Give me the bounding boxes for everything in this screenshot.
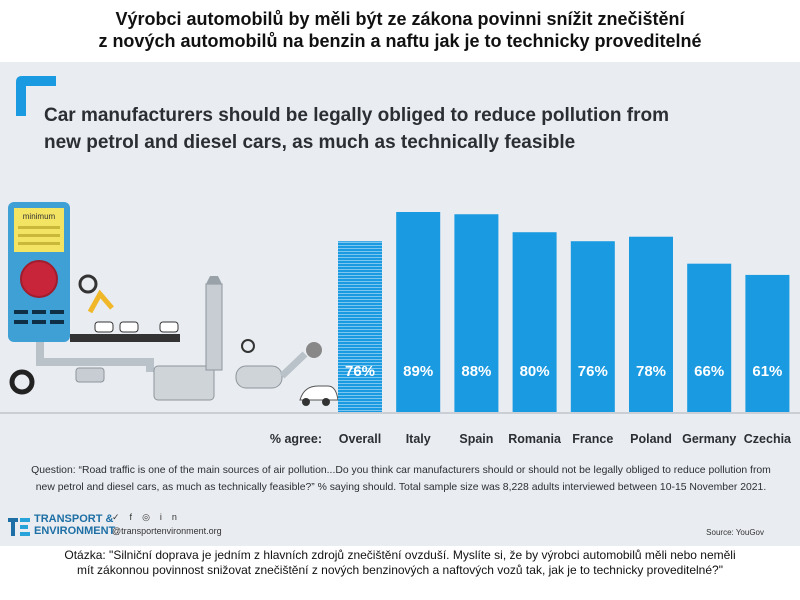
bar-italy <box>396 212 440 412</box>
gear-icon <box>12 372 32 392</box>
value-label-czechia: 61% <box>752 363 782 380</box>
bar-spain <box>454 214 498 412</box>
czech-title-line-1: Výrobci automobilů by měli být ze zákona… <box>0 8 800 30</box>
bar-chart: minimum 76 <box>0 62 800 462</box>
bar-poland <box>629 237 673 412</box>
category-label-germany: Germany <box>682 432 736 446</box>
survey-question-line-1: Question: “Road traffic is one of the ma… <box>6 462 796 479</box>
red-dial-icon <box>21 261 57 297</box>
instagram-icon[interactable]: ◎ <box>142 512 160 522</box>
czech-question-line-2: mít zákonnou povinnost snižovat znečiště… <box>10 563 790 578</box>
category-label-romania: Romania <box>508 432 562 446</box>
category-label-czechia: Czechia <box>744 432 792 446</box>
czech-title-line-2: z nových automobilů na benzin a naftu ja… <box>0 30 800 52</box>
muffler <box>154 366 214 400</box>
czech-question-line-1: Otázka: "Silniční doprava je jedním z hl… <box>10 548 790 563</box>
survey-question: Question: “Road traffic is one of the ma… <box>6 462 796 496</box>
bar-france <box>571 241 615 412</box>
category-label-france: France <box>572 432 613 446</box>
infographic-footer: TRANSPORT & ENVIRONMENT ✓f◎in @transport… <box>0 508 800 546</box>
facebook-icon[interactable]: f <box>130 512 143 522</box>
linkedin-icon[interactable]: in <box>160 512 187 522</box>
value-label-france: 76% <box>578 363 608 380</box>
source-note: Source: YouGov <box>706 528 764 537</box>
value-label-overall: 76% <box>345 363 375 380</box>
value-label-germany: 66% <box>694 363 724 380</box>
category-label-overall: Overall <box>339 432 381 446</box>
organisation-logo-text: TRANSPORT & ENVIRONMENT <box>34 513 115 537</box>
baseline <box>0 412 800 414</box>
category-labels-group: Overall Italy Spain Romania France Poland Germ… <box>339 432 792 446</box>
logo-line-1: TRANSPORT & <box>34 513 115 525</box>
category-label-italy: Italy <box>406 432 431 446</box>
conveyor-belt <box>70 334 180 342</box>
category-label-poland: Poland <box>630 432 672 446</box>
value-label-romania: 80% <box>520 363 550 380</box>
czech-title: Výrobci automobilů by měli být ze zákona… <box>0 8 800 52</box>
value-label-italy: 89% <box>403 363 433 380</box>
small-gear-icon <box>80 276 96 292</box>
x-axis-label: % agree: <box>270 432 322 446</box>
car-icon <box>300 386 338 400</box>
logo-line-2: ENVIRONMENT <box>34 525 115 537</box>
gauge-label: minimum <box>23 212 56 221</box>
te-logo-icon <box>6 514 32 540</box>
value-labels-group: 76% 89% 88% 80% 76% 78% 66% 61% <box>345 363 782 380</box>
exhaust-stack <box>206 284 222 370</box>
social-icons: ✓f◎in <box>112 512 187 523</box>
bar-germany <box>687 264 731 412</box>
bars-group <box>338 212 789 412</box>
infographic-panel: Car manufacturers should be legally obli… <box>0 62 800 546</box>
website-link[interactable]: @transportenvironment.org <box>112 526 222 536</box>
survey-question-line-2: new petrol and diesel cars, as much as t… <box>6 479 796 496</box>
robot-arm <box>90 294 112 312</box>
catalytic-converter <box>236 366 282 388</box>
value-label-spain: 88% <box>461 363 491 380</box>
bar-romania <box>513 232 557 412</box>
czech-question: Otázka: "Silniční doprava je jedním z hl… <box>10 548 790 578</box>
bar-overall <box>338 241 382 412</box>
category-label-spain: Spain <box>459 432 493 446</box>
bar-czechia <box>745 275 789 412</box>
value-label-poland: 78% <box>636 363 666 380</box>
twitter-icon[interactable]: ✓ <box>112 512 130 522</box>
